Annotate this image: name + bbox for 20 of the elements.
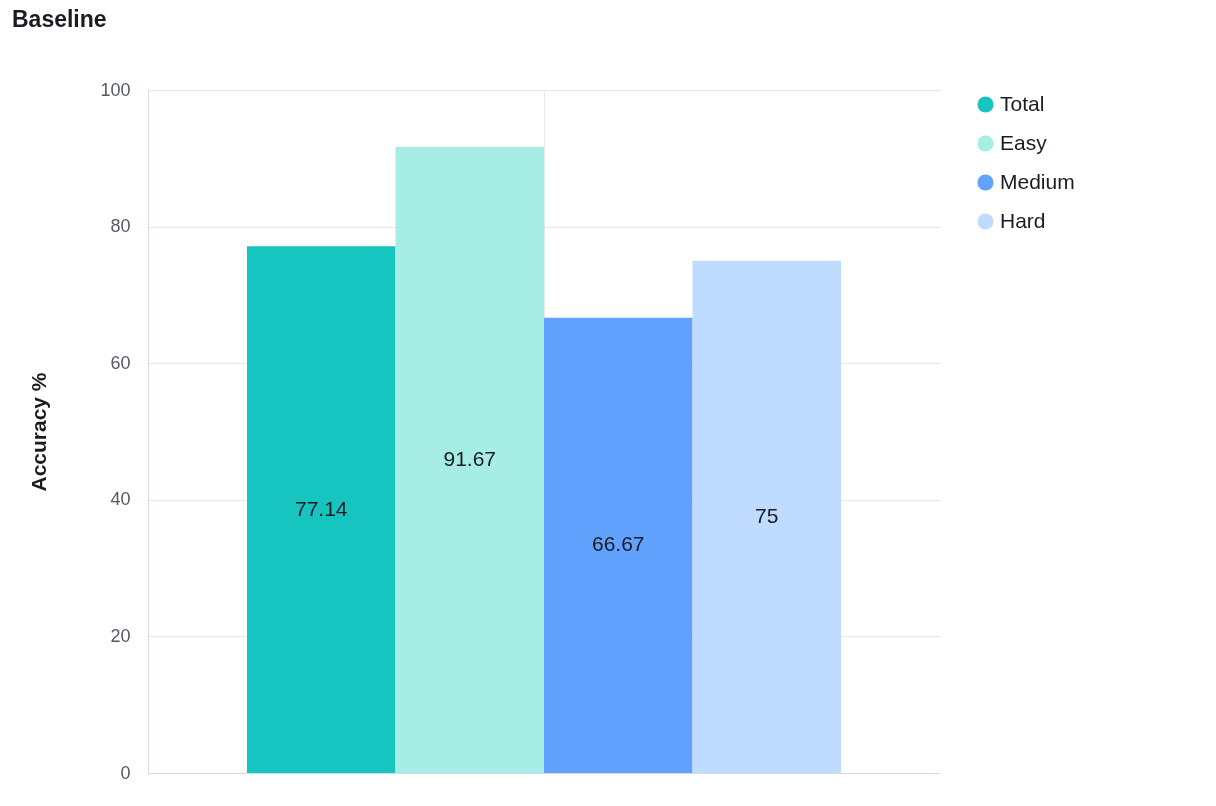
legend-label: Hard: [1000, 208, 1046, 232]
legend-label: Total: [1000, 91, 1045, 115]
y-tick-label: 100: [100, 79, 131, 100]
y-tick-label: 20: [110, 625, 131, 646]
data-label: 91.67: [443, 446, 497, 470]
chart-title: Baseline: [12, 6, 107, 32]
data-label: 75: [755, 503, 779, 527]
y-axis-title: Accuracy %: [27, 372, 51, 492]
bar: [544, 317, 693, 773]
bar: [692, 260, 841, 773]
data-label: 66.67: [591, 532, 645, 556]
y-tick-label: 80: [110, 216, 131, 237]
data-label: 77.14: [294, 496, 348, 520]
legend-label: Medium: [1000, 169, 1075, 193]
y-tick-label: 40: [110, 489, 131, 510]
y-tick-label: 60: [110, 352, 131, 373]
bar: [247, 246, 396, 773]
y-tick-label: 0: [120, 762, 131, 783]
bar: [395, 146, 544, 773]
legend-label: Easy: [1000, 130, 1048, 154]
